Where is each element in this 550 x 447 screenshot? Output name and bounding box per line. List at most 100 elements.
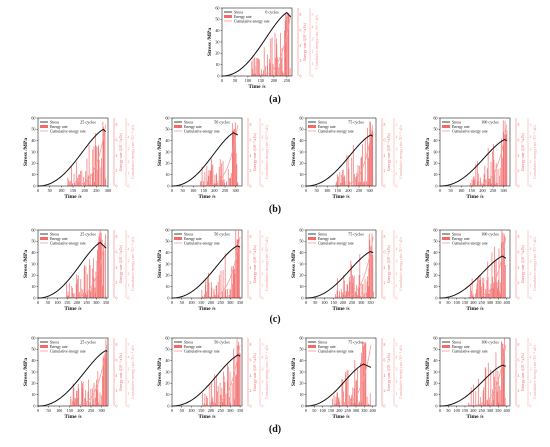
energy-rate-bar: [265, 75, 266, 76]
legend-label-stress: Stress: [318, 340, 328, 344]
cumulative-tick-label: 5: [128, 235, 130, 239]
energy-rate-bar: [66, 283, 68, 298]
energy-rate-bar: [237, 345, 239, 406]
energy-rate-bar: [361, 402, 363, 406]
energy-rate-bar: [216, 285, 217, 298]
cycles-label: 0 cycles: [265, 10, 279, 15]
cycles-label: 50 cycles: [214, 232, 230, 237]
cumulative-tick-label: 2: [530, 160, 532, 164]
y-tick-label: 50: [215, 17, 219, 22]
energy-rate-bar: [494, 246, 495, 298]
energy-rate-bar: [103, 355, 105, 406]
energy-rate-bar: [87, 175, 89, 186]
energy-rate-bar: [74, 183, 75, 186]
y-tick-label: 50: [299, 347, 303, 352]
energy-rate-bar: [206, 395, 207, 406]
energy-rate-bar: [348, 395, 350, 406]
energy-tick-label: 2: [518, 169, 520, 173]
cumulative-tick-label: 0: [128, 404, 130, 408]
energy-rate-bar: [225, 289, 227, 298]
y-tick-label: 20: [299, 161, 303, 166]
stress-line: [37, 128, 107, 187]
y-axis-label: Stress /MPa: [425, 358, 431, 386]
energy-rate-bar: [362, 343, 364, 406]
x-tick-label: 300: [227, 408, 233, 413]
energy-rate-bar: [90, 291, 92, 298]
y-tick-label: 30: [165, 149, 169, 154]
energy-rate-bar: [342, 170, 344, 186]
energy-rate-bar: [232, 130, 234, 186]
cumulative-tick-label: 4: [396, 135, 398, 139]
energy-rate-bar: [480, 405, 482, 406]
energy-rate-bar: [486, 279, 488, 298]
energy-rate-bar: [73, 173, 75, 186]
energy-rate-bar: [213, 184, 215, 186]
energy-rate-bar: [483, 278, 485, 298]
energy-rate-bar: [492, 144, 494, 186]
energy-tick-label: 6: [250, 251, 252, 255]
energy-tick-label: 4: [384, 374, 386, 378]
energy-rate-bar: [361, 156, 363, 186]
y-tick-label: 10: [299, 172, 303, 177]
energy-rate-bar: [205, 280, 207, 298]
energy-tick-label: 0: [250, 296, 252, 300]
x-tick-label: 50: [233, 78, 237, 83]
y-tick-label: 30: [215, 39, 219, 44]
energy-rate-bar: [361, 352, 362, 406]
x-tick-label: 100: [188, 408, 194, 413]
energy-tick-label: 2: [250, 169, 252, 173]
x-tick-label: 200: [82, 188, 88, 193]
legend-label-cumulative: Cumulative energy rate: [184, 241, 220, 245]
stress-line: [305, 134, 374, 187]
energy-rate-bar: [475, 391, 477, 406]
stress-line: [305, 363, 372, 407]
energy-rate-bar: [488, 399, 490, 406]
energy-rate-bar: [207, 175, 209, 186]
energy-rate-bar: [501, 230, 503, 298]
energy-tick-label: 8: [518, 343, 520, 347]
energy-rate-bar: [229, 397, 230, 406]
energy-rate-bar: [476, 283, 478, 298]
energy-rate-bar: [219, 159, 221, 186]
energy-rate-bar: [104, 354, 106, 406]
energy-rate-bar: [499, 175, 501, 186]
energy-rate-bar: [209, 383, 211, 406]
y-axis-label: Stress /MPa: [157, 138, 163, 166]
y-tick-label: 40: [299, 358, 303, 363]
cumulative-axis-label: Cumulative energy rate /10⁻⁴ aJ/s: [130, 125, 135, 180]
cumulative-tick-label: 3: [312, 38, 314, 42]
energy-tick-label: 0: [116, 184, 118, 188]
energy-rate-bar: [494, 181, 496, 186]
energy-rate-bar: [359, 401, 360, 406]
energy-tick-label: 6: [384, 139, 386, 143]
energy-rate-bar: [83, 176, 84, 186]
energy-rate-bar: [359, 254, 361, 298]
energy-rate-bar: [101, 158, 102, 186]
energy-rate-bar: [357, 368, 358, 406]
energy-rate-bar: [372, 254, 374, 298]
energy-rate-bar: [347, 284, 349, 298]
energy-rate-bar: [342, 379, 344, 406]
energy-rate-bar: [338, 397, 340, 406]
energy-rate-bar: [251, 61, 253, 76]
y-tick-label: 0: [33, 183, 35, 188]
cumulative-axis-label: Cumulative energy rate /10⁻⁴ aJ/s: [532, 125, 537, 180]
stress-line: [439, 138, 508, 187]
energy-rate-bar: [495, 381, 497, 406]
energy-rate-bar: [349, 281, 351, 298]
energy-tick-label: 8: [300, 13, 302, 17]
energy-rate-bar: [501, 341, 502, 406]
energy-rate-bar: [254, 57, 255, 76]
energy-rate-bar: [497, 168, 499, 186]
energy-rate-bar: [479, 396, 481, 406]
energy-rate-bar: [344, 180, 346, 186]
x-tick-label: 350: [103, 300, 109, 305]
energy-rate-bar: [504, 397, 506, 406]
energy-rate-bar: [364, 183, 366, 186]
energy-axis-label: Energy rate /(10⁻⁴ aJ/s): [386, 352, 391, 390]
cumulative-tick-label: 4: [530, 135, 532, 139]
x-tick-label: 200: [271, 78, 277, 83]
